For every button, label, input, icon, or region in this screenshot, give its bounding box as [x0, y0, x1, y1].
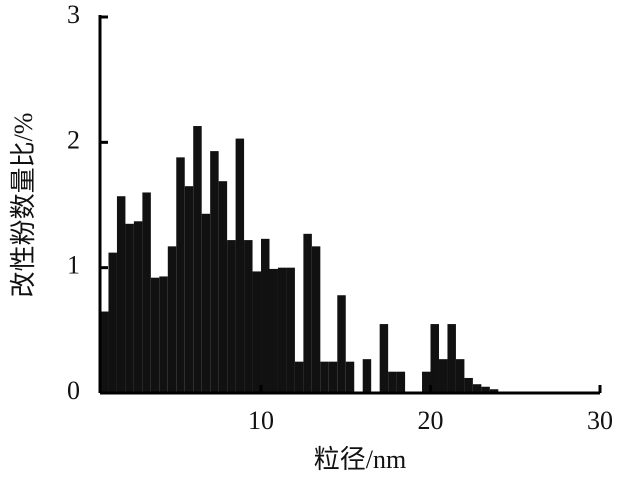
bar	[286, 267, 295, 393]
bar	[218, 181, 228, 393]
bar	[277, 267, 287, 393]
bar	[150, 277, 160, 393]
bar	[388, 371, 397, 393]
bar	[108, 252, 117, 393]
bar	[193, 126, 202, 393]
bar	[294, 361, 304, 393]
bar	[328, 361, 338, 393]
bar	[176, 157, 185, 393]
bar	[472, 384, 482, 393]
bar	[133, 221, 143, 393]
bar	[489, 389, 499, 393]
bar	[269, 268, 278, 393]
y-tick-label: 2	[67, 125, 80, 154]
bar	[261, 238, 270, 393]
bar	[422, 371, 431, 393]
bar	[362, 359, 372, 393]
y-tick-label: 0	[67, 376, 80, 405]
bar	[396, 371, 406, 393]
bar	[379, 324, 389, 393]
bar	[481, 386, 490, 393]
bar	[227, 240, 236, 393]
bar	[159, 276, 168, 393]
bar	[125, 223, 134, 393]
bar	[142, 192, 151, 393]
bar	[447, 324, 456, 393]
bar	[167, 246, 177, 393]
bar	[210, 151, 219, 393]
bar	[311, 246, 321, 393]
bar	[184, 186, 194, 393]
bar	[252, 271, 262, 393]
bar	[464, 377, 473, 393]
bar	[201, 213, 211, 393]
bar	[455, 359, 465, 393]
bar	[438, 359, 448, 393]
bar	[320, 361, 329, 393]
bar	[235, 138, 245, 393]
y-tick-label: 3	[67, 0, 80, 29]
bar	[337, 295, 346, 393]
y-tick-label: 1	[67, 251, 80, 280]
bar	[303, 233, 312, 393]
bar	[345, 361, 355, 393]
x-tick-label: 30	[587, 406, 613, 435]
x-axis-label: 粒径/nm	[314, 445, 406, 474]
bar	[244, 240, 253, 393]
x-tick-label: 20	[418, 406, 444, 435]
bar	[116, 196, 126, 393]
bar	[430, 324, 439, 393]
y-axis-label: 改性粉数量比/%	[9, 113, 38, 298]
bar	[100, 311, 109, 393]
x-tick-label: 10	[248, 406, 274, 435]
